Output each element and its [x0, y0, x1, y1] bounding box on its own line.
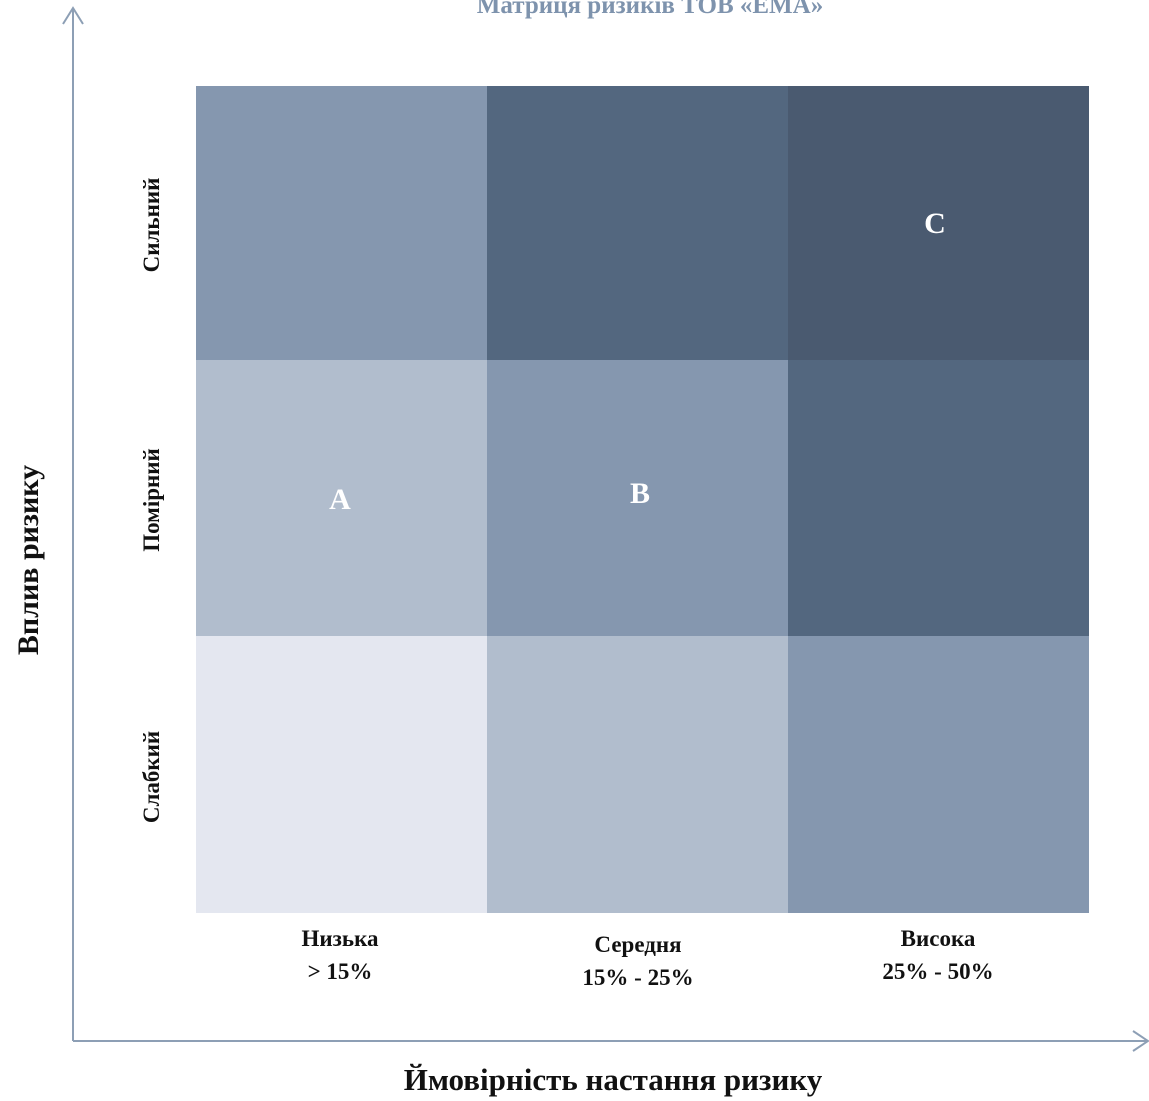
column-name: Висока	[818, 922, 1058, 955]
y-axis-label: Вплив ризику	[12, 360, 46, 760]
column-name: Низька	[220, 922, 460, 955]
matrix-cell	[487, 636, 788, 913]
matrix-cell	[196, 636, 487, 913]
column-label: Низька > 15%	[220, 922, 460, 988]
row-label: Помірний	[139, 350, 165, 650]
column-label: Висока 25% - 50%	[818, 922, 1058, 988]
x-axis-label: Ймовірність настання ризику	[263, 1062, 963, 1098]
row-label: Слабкий	[139, 627, 165, 927]
matrix-cell	[196, 86, 487, 360]
column-label: Середня 15% - 25%	[518, 928, 758, 994]
column-range: 25% - 50%	[818, 955, 1058, 988]
matrix-cell	[788, 360, 1089, 636]
cell-letter: B	[630, 477, 650, 511]
row-label: Сильний	[139, 75, 165, 375]
column-range: 15% - 25%	[518, 961, 758, 994]
matrix-cell	[788, 636, 1089, 913]
matrix-title: Матриця ризиків ТОВ «ЕМА»	[330, 0, 970, 20]
column-name: Середня	[518, 928, 758, 961]
column-range: > 15%	[220, 955, 460, 988]
matrix-cell	[487, 86, 788, 360]
cell-letter: A	[329, 483, 351, 517]
cell-letter: C	[924, 207, 946, 241]
